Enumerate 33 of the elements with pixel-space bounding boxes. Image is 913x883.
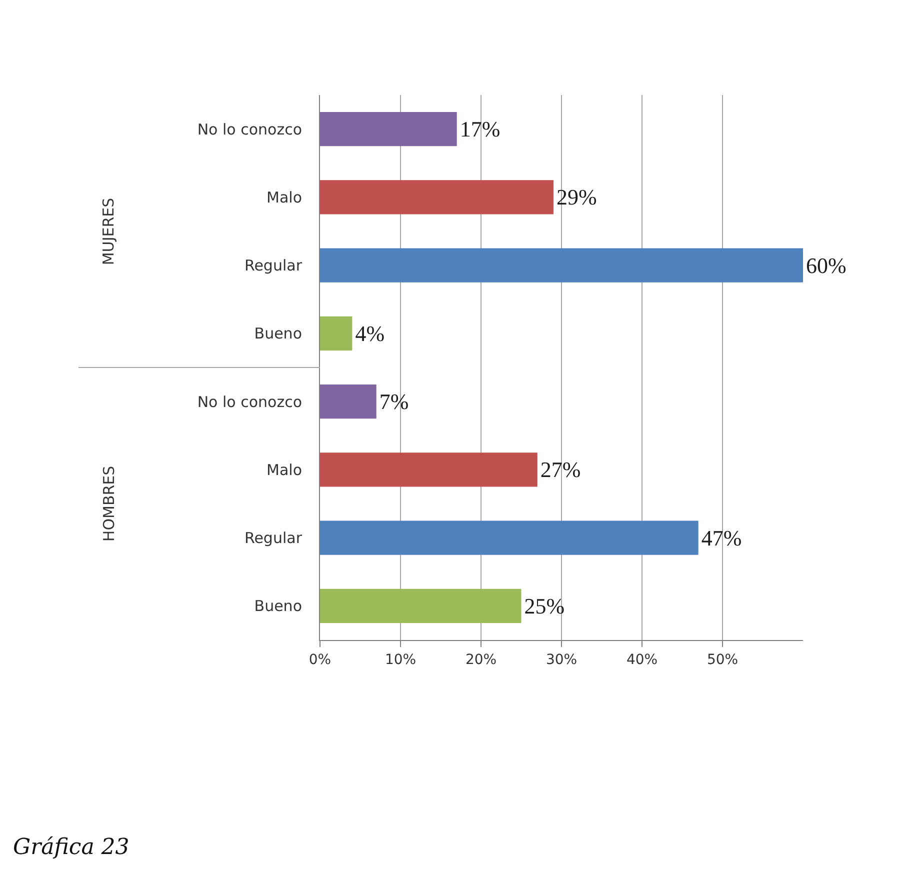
x-tick-label: 10% [384, 652, 416, 668]
data-label: 60% [806, 252, 846, 278]
data-label: 17% [460, 116, 500, 142]
y-tick-label: Regular [244, 256, 303, 275]
data-label: 4% [355, 320, 385, 346]
bar [320, 316, 352, 350]
data-label: 29% [556, 184, 597, 210]
bar [320, 520, 698, 555]
text: MUJERES [100, 198, 118, 266]
text: HOMBRES [100, 466, 118, 542]
y-tick-label: No lo conozco [197, 120, 302, 138]
bar [320, 588, 522, 623]
y-tick-label: Bueno [254, 597, 302, 616]
bar [320, 452, 538, 487]
bar [320, 180, 554, 214]
data-label: 7% [379, 389, 409, 414]
data-label: 27% [540, 457, 581, 482]
bar [320, 112, 457, 146]
y-tick-label: Regular [244, 529, 303, 548]
y-tick-label: Malo [266, 460, 302, 479]
bar [320, 248, 803, 282]
bar [320, 384, 376, 419]
x-tick-label: 0% [308, 652, 332, 668]
data-label: 47% [701, 525, 742, 550]
y-tick-label: No lo conozco [197, 392, 302, 411]
x-tick-label: 50% [706, 652, 738, 668]
y-tick-label: Bueno [254, 324, 302, 343]
data-label: 25% [524, 593, 565, 618]
text: Gráfica 23 [13, 835, 130, 860]
x-tick-label: 30% [546, 652, 578, 668]
y-tick-label: Malo [266, 188, 302, 206]
x-tick-label: 40% [626, 652, 658, 668]
x-tick-label: 20% [465, 652, 497, 668]
